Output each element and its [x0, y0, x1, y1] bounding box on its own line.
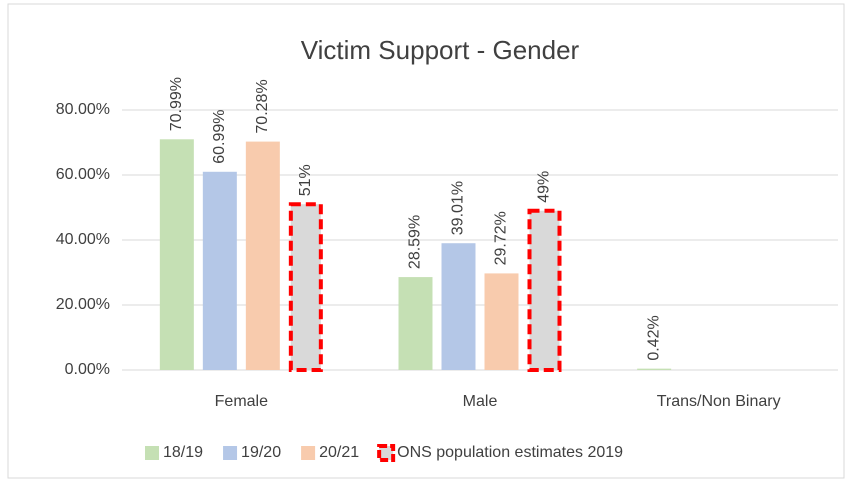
data-label: 51% — [297, 164, 314, 196]
y-tick-label: 80.00% — [56, 101, 110, 118]
y-tick-label: 20.00% — [56, 296, 110, 313]
bar — [527, 208, 562, 372]
legend-label: 20/21 — [319, 444, 359, 461]
data-label: 70.99% — [168, 77, 185, 131]
legend-label: 18/19 — [163, 444, 203, 461]
legend-swatch — [301, 446, 316, 460]
data-label: 29.72% — [493, 211, 510, 265]
x-tick-label: Female — [215, 393, 268, 410]
y-tick-label: 40.00% — [56, 231, 110, 248]
data-label: 70.28% — [254, 79, 271, 133]
bar — [288, 202, 323, 372]
data-label: 28.59% — [407, 215, 424, 269]
bar — [398, 277, 433, 370]
chart-border — [7, 3, 845, 479]
bar — [637, 368, 672, 370]
data-label: 39.01% — [450, 181, 467, 235]
legend-swatch — [145, 446, 159, 460]
data-label: 0.42% — [645, 315, 662, 360]
x-tick-label: Male — [463, 393, 498, 410]
y-tick-label: 60.00% — [56, 166, 110, 183]
bar — [484, 273, 519, 370]
y-tick-label: 0.00% — [65, 361, 110, 378]
legend-label: ONS population estimates 2019 — [397, 444, 623, 461]
legend-swatch — [223, 446, 238, 460]
bar — [159, 139, 194, 370]
x-tick-label: Trans/Non Binary — [657, 393, 781, 410]
bar — [202, 171, 237, 370]
legend-label: 19/20 — [241, 444, 281, 461]
bar — [441, 243, 476, 370]
data-label: 49% — [536, 171, 553, 203]
bar — [245, 141, 280, 370]
data-label: 60.99% — [211, 110, 228, 164]
chart-title: Victim Support - Gender — [301, 35, 580, 65]
legend-swatch — [377, 444, 396, 462]
